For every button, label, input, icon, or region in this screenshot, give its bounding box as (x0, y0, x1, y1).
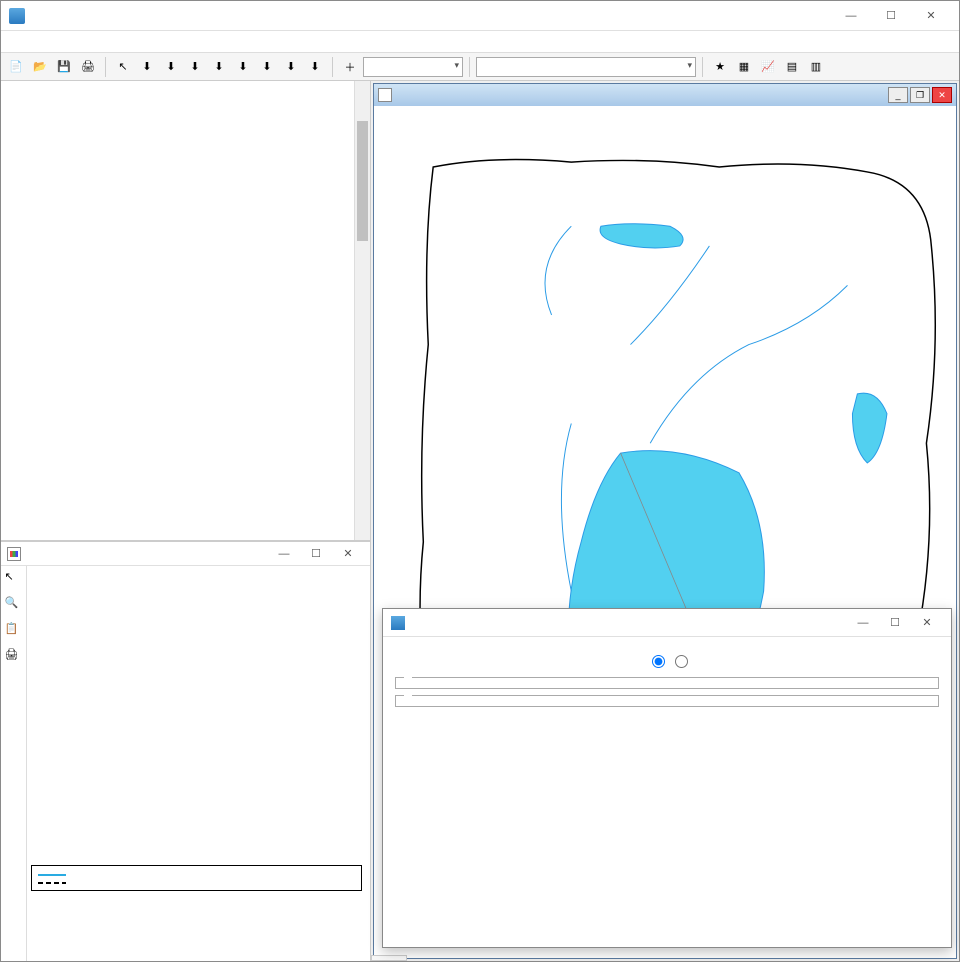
radio-in[interactable] (652, 655, 667, 671)
tool-icon[interactable]: ▥ (805, 56, 827, 78)
maximize-button[interactable]: ☐ (879, 609, 911, 637)
window-icon (391, 616, 405, 630)
plus-icon[interactable]: ＋ (339, 56, 361, 78)
graph-panel-titlebar: — ☐ ✕ (1, 542, 370, 566)
minimize-button[interactable]: — (831, 2, 871, 30)
maximize-button[interactable]: ❐ (910, 87, 930, 103)
minimize-button[interactable]: — (847, 609, 879, 637)
tool-icon[interactable]: ⬇ (256, 56, 278, 78)
close-button[interactable]: ✕ (932, 87, 952, 103)
tool-icon[interactable]: ⬇ (184, 56, 206, 78)
tool-icon[interactable]: ⬇ (136, 56, 158, 78)
titlebar: — ☐ ✕ (1, 1, 959, 31)
settings-icon[interactable]: 📋 (5, 622, 23, 640)
new-icon[interactable]: 📄 (5, 56, 27, 78)
tool-icon[interactable]: ⬇ (160, 56, 182, 78)
combo-2[interactable] (476, 57, 696, 77)
menubar (1, 31, 959, 53)
maximize-button[interactable]: ☐ (871, 2, 911, 30)
zoom-icon[interactable]: 🔍 (5, 596, 23, 614)
tool-icon[interactable]: ▦ (733, 56, 755, 78)
close-button[interactable]: ✕ (911, 2, 951, 30)
tree-panel (1, 81, 370, 540)
maximize-button[interactable]: ☐ (300, 547, 332, 560)
radio-acreft[interactable] (675, 655, 690, 671)
close-button[interactable]: ✕ (332, 547, 364, 560)
computed-fieldset (395, 677, 939, 689)
tool-icon[interactable]: ⬇ (208, 56, 230, 78)
summary-window: — ☐ ✕ (382, 608, 952, 948)
tool-icon[interactable]: ⬇ (232, 56, 254, 78)
print-icon[interactable]: 🖨 (5, 648, 23, 666)
scrollbar[interactable] (354, 81, 370, 540)
print-icon[interactable]: 🖨 (77, 56, 99, 78)
tool-icon[interactable]: ⬇ (280, 56, 302, 78)
graph-icon[interactable]: 📈 (757, 56, 779, 78)
tool-icon[interactable]: ⬇ (304, 56, 326, 78)
save-icon[interactable]: 💾 (53, 56, 75, 78)
combo-1[interactable] (363, 57, 463, 77)
open-icon[interactable]: 📂 (29, 56, 51, 78)
tool-icon[interactable]: ▤ (781, 56, 803, 78)
minimize-button[interactable]: _ (888, 87, 908, 103)
app-icon (9, 8, 25, 24)
chart (31, 572, 362, 862)
pointer-icon[interactable]: ↖ (5, 570, 23, 588)
toolbar: 📄 📂 💾 🖨 ↖ ⬇ ⬇ ⬇ ⬇ ⬇ ⬇ ⬇ ⬇ ＋ ★ ▦ 📈 ▤ ▥ (1, 53, 959, 81)
close-button[interactable]: ✕ (911, 609, 943, 637)
tool-icon[interactable]: ★ (709, 56, 731, 78)
observed-fieldset (395, 695, 939, 707)
graph-toolbar: ↖ 🔍 📋 🖨 (1, 566, 27, 961)
graph-icon (7, 547, 21, 561)
legend (31, 865, 362, 891)
minimize-button[interactable]: — (268, 548, 300, 560)
window-icon (378, 88, 392, 102)
notes-strip (371, 955, 407, 961)
pointer-icon[interactable]: ↖ (112, 56, 134, 78)
